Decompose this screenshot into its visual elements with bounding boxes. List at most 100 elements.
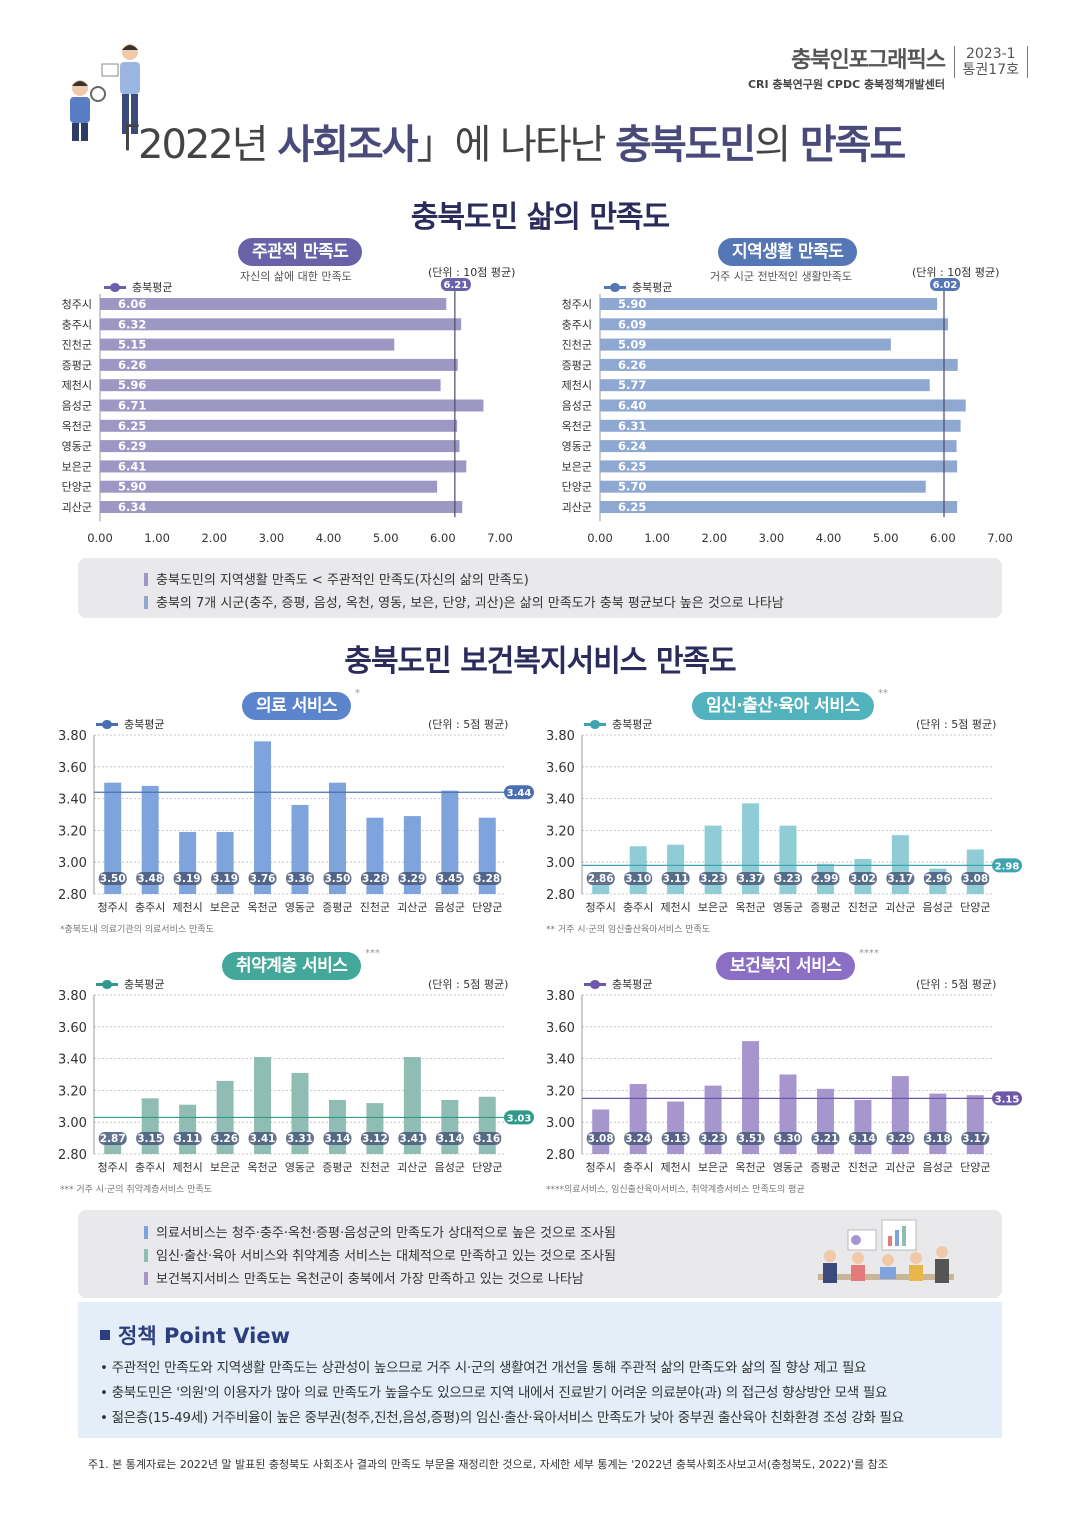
data-label: 3.41 bbox=[399, 1133, 425, 1145]
tick-label: 3.40 bbox=[546, 793, 575, 808]
data-label: 6.25 bbox=[618, 459, 646, 473]
policy-item: • 주관적인 만족도와 지역생활 만족도는 상관성이 높으므로 거주 시·군의 … bbox=[100, 1360, 867, 1376]
data-label: 6.34 bbox=[118, 500, 146, 514]
data-label: 3.31 bbox=[287, 1133, 313, 1145]
chart-legend: 충북평균 bbox=[96, 716, 164, 732]
category-label: 제천시 bbox=[660, 1160, 690, 1174]
data-label-badge bbox=[961, 872, 990, 885]
tick-label: 2.00 bbox=[701, 531, 727, 545]
legend-label: 충북평균 bbox=[612, 978, 653, 991]
regional-satisfaction-chart: 지역생활 만족도 거주 시군 전반적인 생활만족도 (단위 : 10점 평균) 충북평… bbox=[500, 234, 1040, 554]
bar bbox=[600, 460, 958, 473]
tick-label: 0.00 bbox=[587, 531, 613, 545]
data-label: 3.50 bbox=[100, 873, 126, 885]
category-label: 제천시 bbox=[660, 900, 690, 914]
category-label: 단양군 bbox=[472, 901, 502, 914]
chart-title: 임신·출산·육아 서비스 bbox=[692, 692, 874, 720]
data-label-badge bbox=[886, 872, 915, 885]
chart-footnote: ****의료서비스, 임신출산육아서비스, 취약계층서비스 만족도의 평균 bbox=[546, 1185, 805, 1195]
summary-line: 보건복지서비스 만족도는 옥천군이 충북에서 가장 만족하고 있는 것으로 나타… bbox=[144, 1268, 584, 1287]
average-label: 2.98 bbox=[995, 861, 1020, 872]
tick-label: 3.00 bbox=[759, 531, 785, 545]
data-label: 3.14 bbox=[850, 1133, 876, 1145]
summary-box-welfare: 의료서비스는 청주·충주·옥천·증평·음성군의 만족도가 상대적으로 높은 것으… bbox=[78, 1210, 1002, 1298]
title-part: 의 bbox=[754, 122, 800, 168]
bar bbox=[966, 849, 984, 894]
tick-label: 1.00 bbox=[644, 531, 670, 545]
tick-label: 1.00 bbox=[144, 531, 170, 545]
bar bbox=[600, 399, 966, 412]
footer-note: 주1. 본 통계자료는 2022년 말 발표된 충청북도 사회조사 결과의 만족… bbox=[88, 1458, 888, 1471]
data-label: 3.51 bbox=[738, 1133, 764, 1145]
category-label: 단양군 bbox=[960, 1161, 990, 1174]
data-label: 5.90 bbox=[618, 297, 646, 311]
category-label: 영동군 bbox=[562, 440, 592, 453]
category-label: 괴산군 bbox=[397, 901, 427, 914]
bar bbox=[328, 782, 346, 894]
bar bbox=[592, 884, 610, 894]
data-label: 6.09 bbox=[618, 317, 646, 331]
issue-info: 2023-1 통권17호 bbox=[953, 46, 1028, 78]
page-title: 「2022년 사회조사」에 나타난 충북도민의 만족도 bbox=[100, 112, 1000, 170]
category-label: 진천군 bbox=[360, 1160, 390, 1174]
data-label: 3.19 bbox=[175, 873, 201, 885]
data-label: 3.23 bbox=[775, 873, 801, 885]
average-badge bbox=[930, 278, 960, 291]
category-label: 청주시 bbox=[98, 1161, 128, 1174]
chart-unit: (단위 : 5점 평균) bbox=[916, 718, 997, 731]
average-badge bbox=[992, 1091, 1022, 1106]
chart-footnote: ** 거주 시·군의 임신출산육아서비스 만족도 bbox=[546, 925, 711, 935]
category-label: 충주시 bbox=[623, 901, 653, 914]
data-label: 3.19 bbox=[212, 873, 238, 885]
bar bbox=[600, 501, 958, 513]
category-label: 괴산군 bbox=[562, 501, 592, 514]
data-label-badge bbox=[923, 872, 952, 885]
category-label: 제천시 bbox=[172, 900, 202, 914]
data-label: 6.29 bbox=[118, 439, 146, 453]
data-label-badge bbox=[699, 1132, 728, 1145]
chart-footnote-mark: ** bbox=[878, 688, 888, 699]
childcare-service-chart: 임신·출산·육아 서비스 ** (단위 : 5점 평균) 충북평균 2.80 3.00 3.… bbox=[488, 688, 1028, 944]
bar bbox=[600, 298, 938, 310]
data-label-badge bbox=[323, 1132, 352, 1145]
chart-footnote: *충북도내 의료기관의 의료서비스 만족도 bbox=[60, 925, 214, 935]
data-label: 3.13 bbox=[663, 1133, 689, 1145]
data-label: 5.90 bbox=[118, 480, 146, 494]
bar bbox=[100, 460, 467, 473]
category-label: 충주시 bbox=[135, 901, 165, 914]
data-label: 3.18 bbox=[925, 1133, 951, 1145]
category-label: 증평군 bbox=[562, 359, 592, 372]
chart-title: 의료 서비스 bbox=[242, 692, 352, 720]
legend-marker bbox=[104, 282, 126, 292]
category-label: 청주시 bbox=[586, 1161, 616, 1174]
data-label-badge bbox=[811, 872, 840, 885]
data-label-badge bbox=[98, 1132, 127, 1145]
tick-label: 3.00 bbox=[259, 531, 285, 545]
tick-label: 3.80 bbox=[546, 989, 575, 1004]
data-label-badge bbox=[360, 872, 389, 885]
data-label-badge bbox=[323, 872, 352, 885]
legend-marker bbox=[584, 979, 606, 989]
tick-label: 2.00 bbox=[201, 531, 227, 545]
category-label: 옥천군 bbox=[247, 1160, 277, 1174]
chart-svg: 청주시 5.90 충주시 6.09 진천군 5.09 증평군 6.26 제천시 5.77 음성군 6.… bbox=[562, 278, 1013, 545]
data-label-badge bbox=[398, 1132, 427, 1145]
data-label: 3.36 bbox=[287, 873, 313, 885]
bar bbox=[100, 480, 438, 493]
average-badge bbox=[992, 858, 1022, 873]
tick-label: 5.00 bbox=[873, 531, 899, 545]
brand-name: 충북인포그래픽스 bbox=[791, 48, 946, 73]
data-label: 3.24 bbox=[625, 1133, 651, 1145]
data-label-badge bbox=[211, 1132, 240, 1145]
tick-label: 4.00 bbox=[316, 531, 342, 545]
data-label: 3.37 bbox=[738, 873, 764, 885]
tick-label: 3.60 bbox=[546, 761, 575, 776]
tick-label: 3.00 bbox=[546, 856, 575, 871]
brand-org: CRI 충북연구원 CPDC 충북정책개발센터 bbox=[747, 78, 945, 91]
chart-svg: 2.80 3.00 3.20 3.40 3.60 3.80 2.86 청주시 3.10 충주시 3.… bbox=[546, 729, 1022, 914]
data-label: 6.31 bbox=[618, 419, 646, 433]
bar bbox=[100, 379, 441, 392]
category-label: 음성군 bbox=[923, 1161, 953, 1174]
data-label-badge bbox=[173, 872, 202, 885]
data-label: 2.96 bbox=[925, 873, 951, 885]
